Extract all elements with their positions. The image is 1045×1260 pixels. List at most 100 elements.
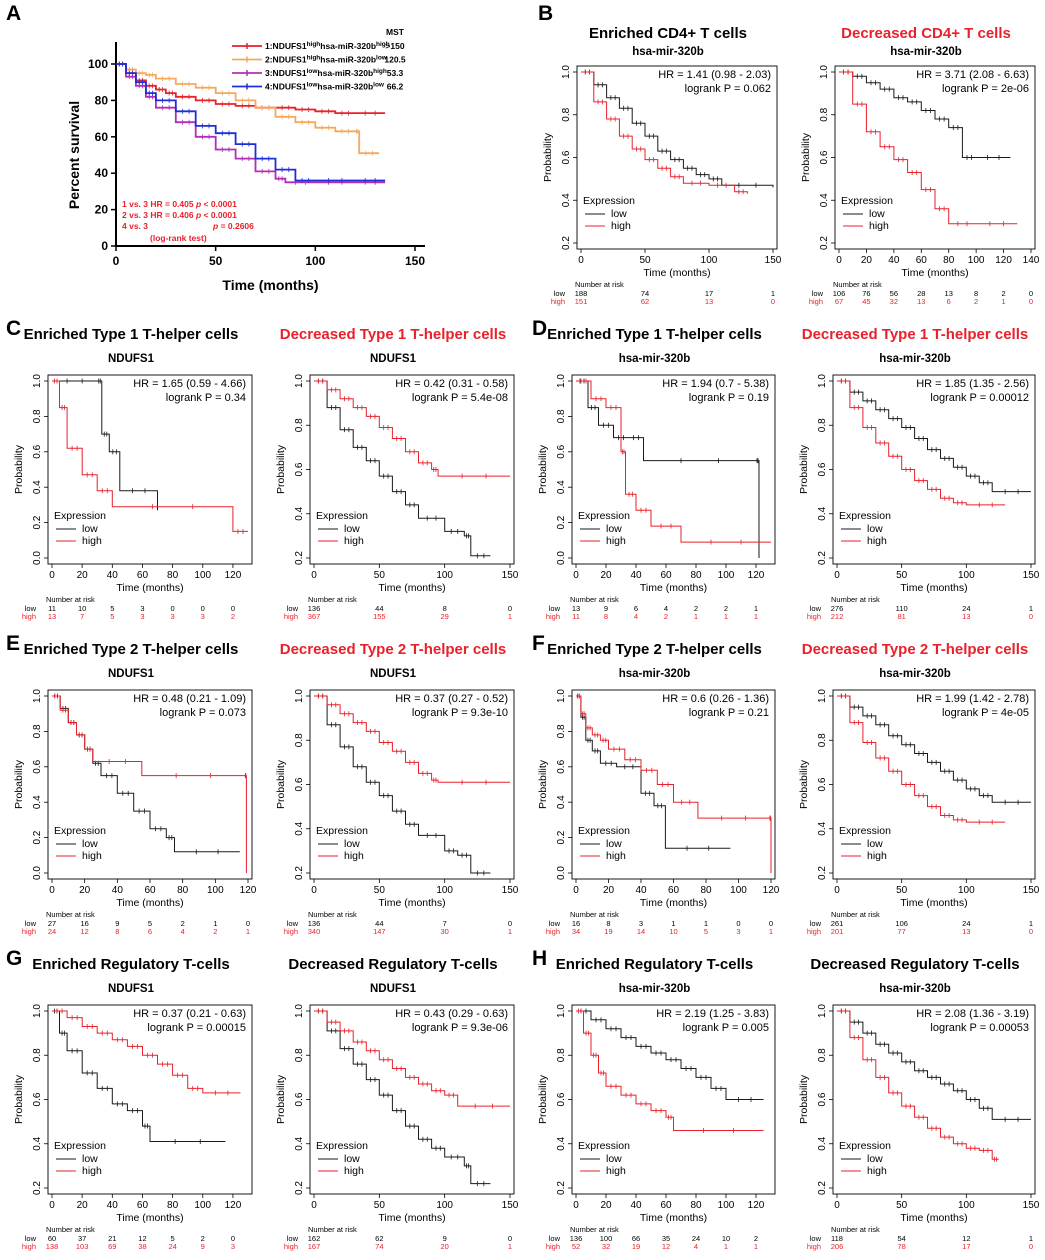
y-tick-label: 0.4 [817,1136,828,1150]
y-tick-label: 1.0 [817,1004,828,1018]
risk-high-value: 77 [897,927,905,936]
x-tick-label: 60 [660,570,672,581]
y-tick-label: 0.2 [556,830,567,844]
km-line-high [52,380,248,532]
y-axis-label: Probability [800,132,812,182]
x-tick-label: 80 [943,255,955,266]
risk-low-value: 13 [945,289,953,298]
risk-low-value: 9 [115,919,119,928]
panel-title: Decreased Regulatory T-cells [810,956,1019,973]
legend-label-low: low [344,838,360,850]
risk-low-value: 0 [201,604,205,613]
risk-high-value: 4 [634,612,638,621]
stat-line-2: 2 vs. 3 HR = 0.406 p < 0.0001 [122,210,237,220]
y-tick-label: 0.8 [817,733,828,747]
risk-title: Number at risk [570,1225,619,1234]
risk-low-value: 106 [895,919,908,928]
legend-label-high: high [344,1165,364,1177]
risk-low-value: 2 [694,604,698,613]
panel-title: Enriched Regulatory T-cells [556,956,754,973]
risk-high-value: 340 [308,927,321,936]
panel-label-a: A [6,2,21,25]
x-tick-label: 20 [77,570,89,581]
x-tick-label: 120 [748,1200,765,1211]
y-tick-label: 1.0 [817,689,828,703]
risk-high-value: 0 [1029,612,1033,621]
y-axis-label: Probability [798,759,810,809]
risk-low-value: 1 [1029,1234,1033,1243]
y-tick-label: 0.8 [561,107,572,121]
risk-high-value: 3 [736,927,740,936]
km-line-low [581,71,774,188]
risk-high-value: 1 [1001,297,1005,306]
risk-high-value: 212 [831,612,844,621]
x-tick-label: 60 [137,1200,149,1211]
y-tick-label: 0.6 [294,462,305,476]
risk-low-value: 12 [962,1234,970,1243]
y-axis-label: Probability [13,1074,25,1124]
risk-high-value: 167 [308,1242,321,1251]
risk-high-value: 1 [246,927,250,936]
y-tick-label: 0.2 [294,551,305,565]
y-tick-label: 0.4 [556,480,567,494]
risk-low-value: 6 [634,604,638,613]
y-tick-label: 0.4 [32,480,43,494]
y-tick-label: 1.0 [556,1004,567,1018]
x-tick-label: 40 [107,1200,119,1211]
risk-high-value: 0 [1029,1242,1033,1251]
risk-low-value: 7 [443,919,447,928]
risk-low-value: 0 [171,604,175,613]
x-tick-label: 100 [718,570,735,581]
panel-subtitle: hsa-mir-320b [619,983,691,995]
km-line-high [837,695,1006,823]
x-tick-label: 120 [748,570,765,581]
risk-high-value: 6 [947,297,951,306]
x-tick-label: 120 [225,1200,242,1211]
x-tick-label: 0 [311,885,317,896]
legend-mst-1: >150 [385,41,404,51]
y-tick-label: 0.8 [556,724,567,738]
y-tick-label: 0.4 [556,1136,567,1150]
risk-high-value: 1 [769,927,773,936]
y-tick-label: 0.8 [819,107,830,121]
risk-low-value: 13 [572,604,580,613]
x-tick-label: 150 [765,255,782,266]
risk-low-value: 100 [600,1234,613,1243]
x-tick-label: 100 [207,885,224,896]
logrank-p: logrank P = 0.005 [683,1022,769,1034]
risk-low-value: 0 [231,1234,235,1243]
risk-low-value: 9 [604,604,608,613]
risk-low-value: 10 [78,604,86,613]
x-tick-label: 120 [763,885,780,896]
y-tick-label: 80 [95,93,109,107]
y-tick-label: 0.2 [294,866,305,880]
risk-high-value: 151 [575,297,588,306]
y-tick-label: 0.0 [32,551,43,565]
legend-label-low: low [867,838,883,850]
panel-title: Decreased CD4+ T cells [841,25,1011,42]
legend-title: Expression [578,1140,630,1152]
legend-label-high: high [611,220,631,232]
survival-line-group-4 [116,63,386,182]
risk-high-value: 13 [962,612,970,621]
x-tick-label: 150 [1023,1200,1040,1211]
risk-low-value: 0 [769,919,773,928]
risk-high-value: 17 [962,1242,970,1251]
risk-high-value: 1 [508,927,512,936]
risk-low-value: 2 [201,1234,205,1243]
logrank-p: logrank P = 4e-05 [942,707,1029,719]
x-axis-label: Time (months) [640,897,707,909]
panel-label-b: B [538,2,553,25]
legend-title: Expression [839,510,891,522]
legend-title: Expression [839,1140,891,1152]
legend-title: Expression [578,825,630,837]
x-axis-label: Time (months) [116,1212,183,1224]
legend-label-3: 3:NDUFS1lowhsa-miR-320bhigh [265,68,387,78]
x-tick-label: 20 [600,1200,612,1211]
x-tick-label: 0 [311,1200,317,1211]
x-tick-label: 0 [573,885,579,896]
y-tick-label: 0.8 [32,409,43,423]
legend-mst-3: 53.3 [387,68,404,78]
panel-subtitle: NDUFS1 [108,983,155,995]
risk-high-value: 2 [231,612,235,621]
